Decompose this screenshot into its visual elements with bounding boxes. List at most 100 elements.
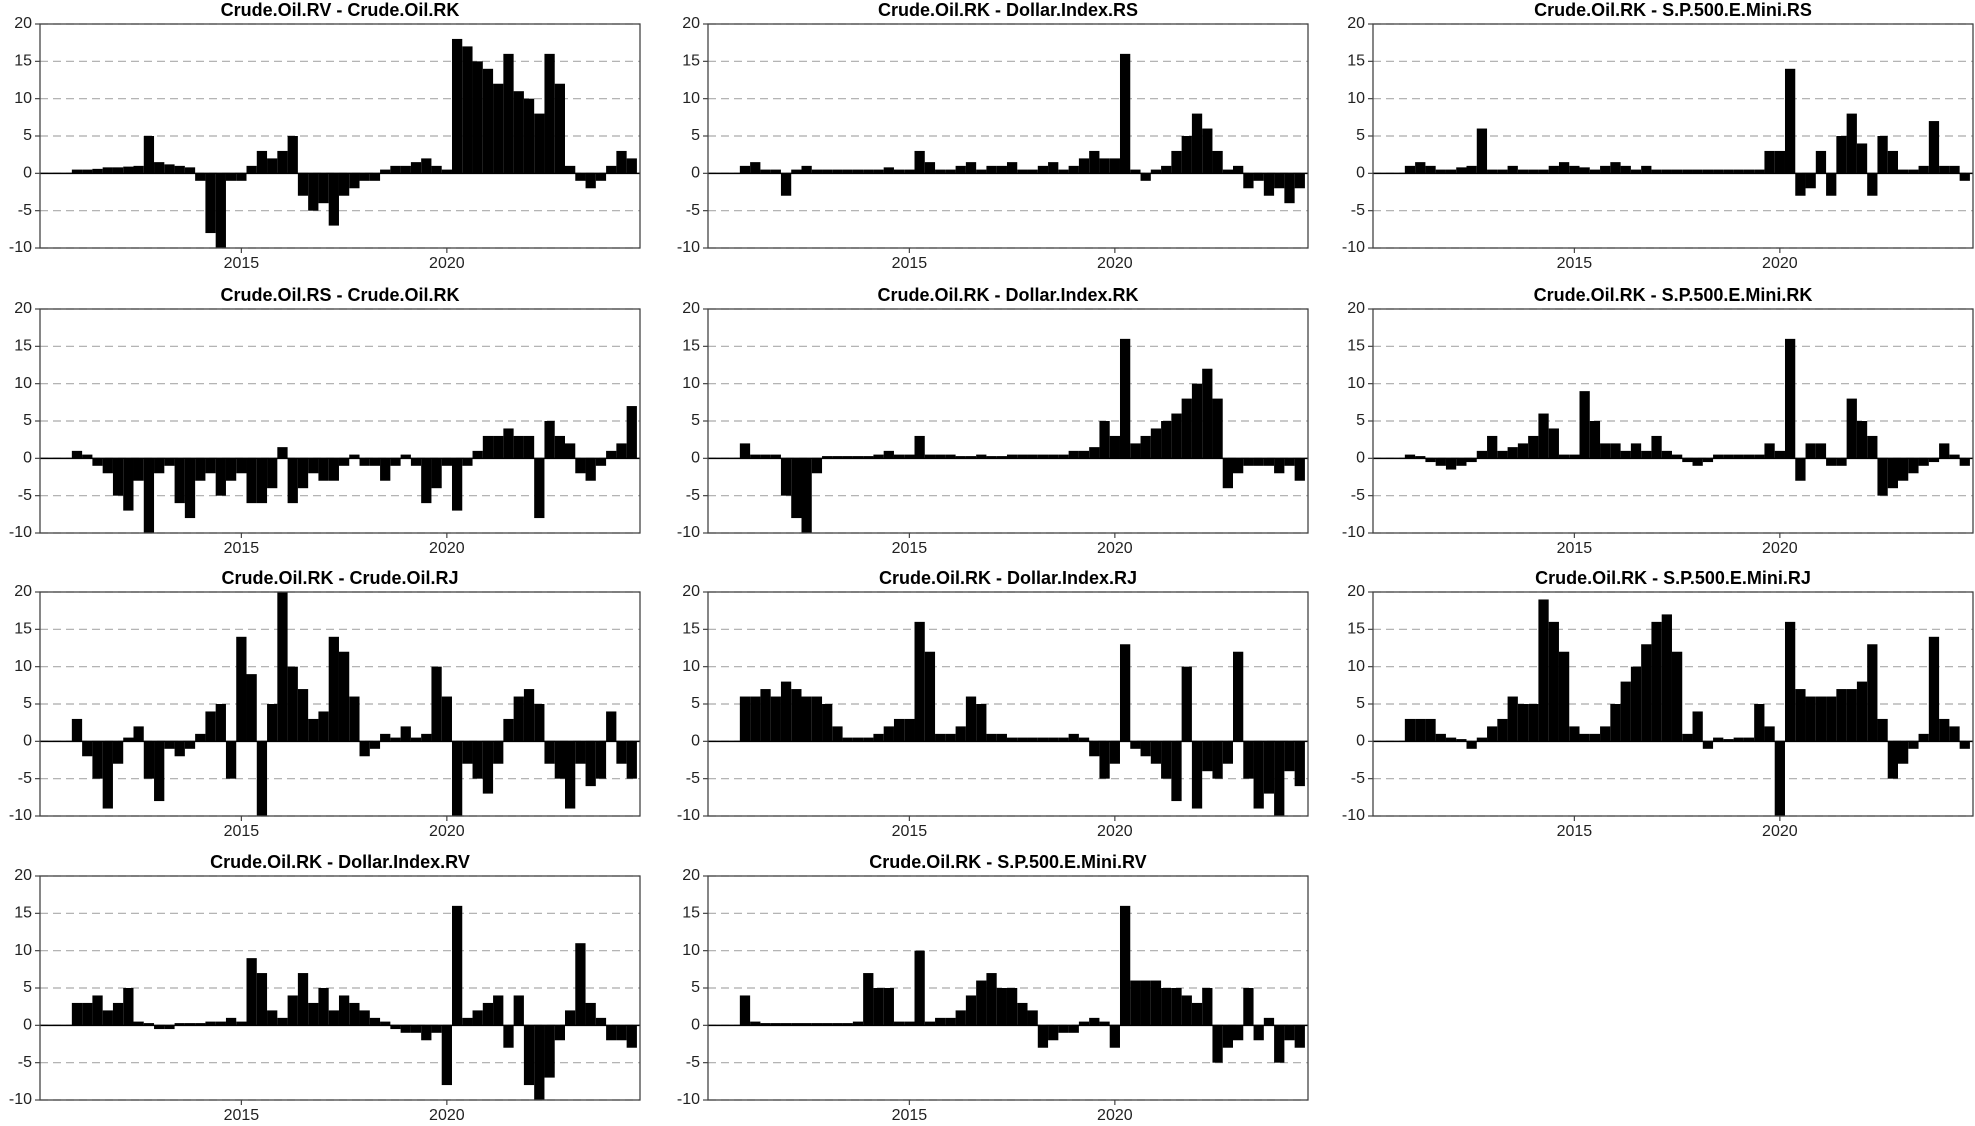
bar xyxy=(1846,689,1857,742)
y-tick-label: 0 xyxy=(691,165,700,182)
bar xyxy=(1661,169,1672,174)
bar xyxy=(1058,1025,1069,1033)
bar xyxy=(1918,733,1929,742)
bar xyxy=(1150,169,1162,174)
bar xyxy=(1959,173,1970,181)
chart-title: Crude.Oil.RK - Dollar.Index.RK xyxy=(877,285,1138,305)
bar xyxy=(801,696,812,742)
bar xyxy=(893,1021,905,1026)
bar xyxy=(359,458,370,466)
bar xyxy=(493,83,504,174)
y-tick-label: 0 xyxy=(691,733,700,750)
bar xyxy=(554,83,565,174)
bar xyxy=(1589,169,1601,174)
bar xyxy=(616,1025,627,1041)
y-tick-label: 0 xyxy=(1356,450,1365,467)
bar xyxy=(1466,458,1477,463)
bar xyxy=(287,458,298,504)
bar xyxy=(1404,454,1416,459)
bar xyxy=(1682,169,1693,174)
chart-title: Crude.Oil.RK - Dollar.Index.RJ xyxy=(879,568,1137,588)
bar xyxy=(1949,726,1960,742)
bar xyxy=(277,447,288,459)
bar xyxy=(164,164,175,174)
bar xyxy=(1702,458,1714,463)
y-tick-label: 0 xyxy=(23,1017,32,1034)
bar xyxy=(554,435,565,459)
bar xyxy=(1181,666,1192,742)
y-tick-label: 0 xyxy=(23,450,32,467)
bar xyxy=(1517,443,1529,459)
bar xyxy=(883,450,894,459)
bar xyxy=(1435,169,1446,174)
bar xyxy=(1027,454,1038,459)
bar xyxy=(369,1017,381,1026)
bar xyxy=(236,458,247,474)
bar xyxy=(1661,450,1672,459)
bar xyxy=(1140,980,1151,1026)
bar xyxy=(1058,737,1069,742)
bar xyxy=(986,165,997,174)
bar xyxy=(1723,169,1734,174)
bar xyxy=(215,704,226,742)
bar xyxy=(1253,458,1264,466)
bar xyxy=(1017,1002,1028,1026)
y-tick-label: 15 xyxy=(682,621,700,638)
bar xyxy=(760,689,771,742)
bar xyxy=(267,1010,278,1026)
y-tick-label: 5 xyxy=(691,979,700,996)
bar xyxy=(1959,741,1970,749)
bar xyxy=(1109,741,1120,764)
bar xyxy=(565,1010,576,1026)
bar xyxy=(277,592,288,742)
bar xyxy=(513,995,524,1026)
bar xyxy=(1119,53,1131,174)
bar xyxy=(750,1021,761,1026)
bar xyxy=(1435,733,1446,742)
bar xyxy=(1212,1025,1223,1063)
bar xyxy=(205,458,216,474)
bar xyxy=(955,726,966,742)
bar xyxy=(380,169,391,174)
bar xyxy=(1723,739,1734,742)
bar xyxy=(1528,435,1539,459)
bar xyxy=(174,165,185,174)
bar xyxy=(1651,169,1662,174)
bar xyxy=(1089,150,1100,174)
bar xyxy=(976,454,987,459)
bar xyxy=(441,696,452,742)
y-tick-label: 0 xyxy=(1356,165,1365,182)
bar xyxy=(1949,454,1960,459)
plot-frame xyxy=(1372,308,1974,534)
y-tick-label: 20 xyxy=(14,867,32,884)
bar xyxy=(441,1025,452,1086)
bar xyxy=(1140,741,1151,757)
bar xyxy=(308,458,319,474)
x-tick-label: 2015 xyxy=(1557,823,1593,840)
bar xyxy=(1202,368,1213,459)
bar xyxy=(811,1023,823,1026)
bar xyxy=(1928,458,1940,463)
bar xyxy=(1784,621,1796,742)
bar xyxy=(1795,173,1806,196)
bar xyxy=(595,1017,607,1026)
bar xyxy=(71,169,83,174)
bar xyxy=(1048,737,1059,742)
x-tick-label: 2020 xyxy=(1762,540,1798,557)
bar xyxy=(441,458,452,466)
bar xyxy=(1784,338,1796,459)
bar xyxy=(1068,165,1079,174)
bar xyxy=(739,696,751,742)
bar xyxy=(1171,413,1182,459)
bar xyxy=(215,173,226,248)
bar xyxy=(1099,421,1110,459)
bar xyxy=(174,1023,185,1026)
bar xyxy=(1222,741,1233,764)
x-tick-label: 2015 xyxy=(892,823,928,840)
bar xyxy=(1171,741,1182,802)
bar xyxy=(338,173,350,196)
x-tick-label: 2015 xyxy=(224,823,260,840)
bar xyxy=(1569,726,1580,742)
bar xyxy=(883,988,894,1026)
bar xyxy=(102,1010,113,1026)
